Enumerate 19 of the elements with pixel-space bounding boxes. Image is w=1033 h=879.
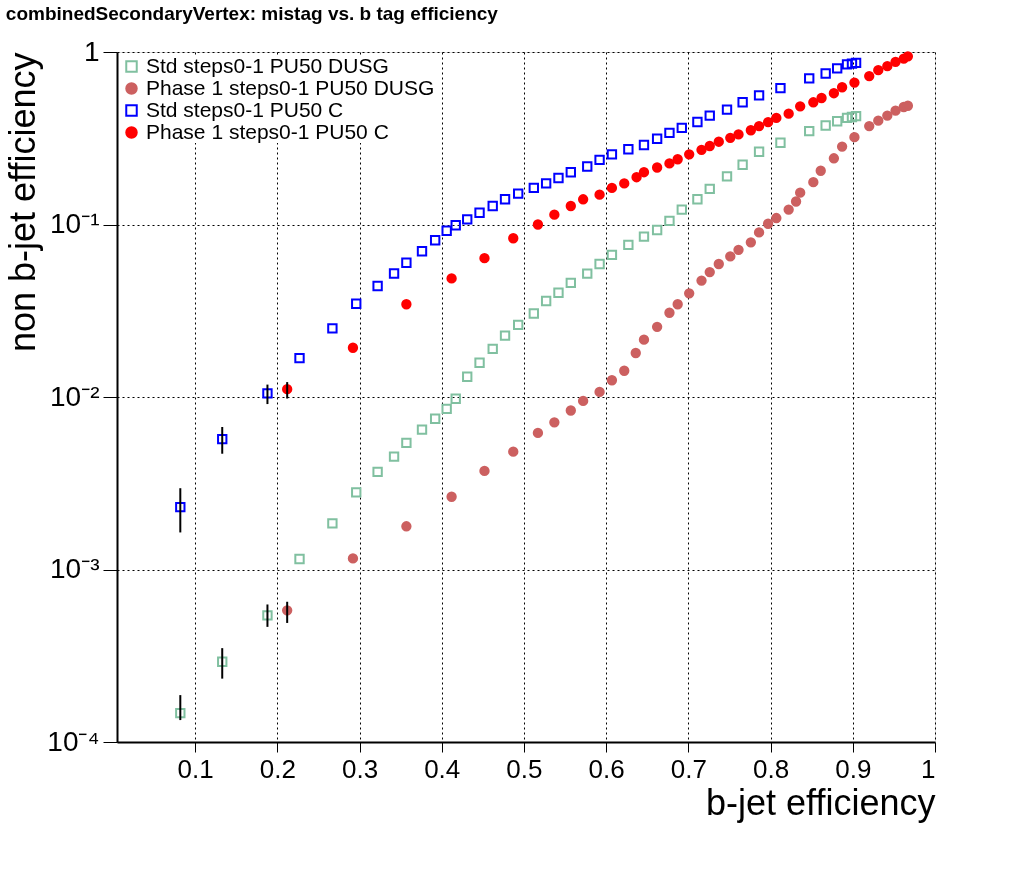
x-tick-label: 0.8 bbox=[753, 753, 790, 784]
x-tick-label: 0.1 bbox=[177, 753, 214, 784]
y-tick-label: 1 bbox=[83, 35, 100, 67]
x-tick-label: 0.5 bbox=[506, 753, 543, 784]
chart-title: combinedSecondaryVertex: mistag vs. b tag efficiency bbox=[5, 3, 499, 24]
x-tick-label: 0.6 bbox=[588, 753, 625, 784]
x-tick-label: 1 bbox=[921, 753, 936, 784]
x-tick-label: 0.9 bbox=[835, 753, 872, 784]
y-tick-label: 10⁻³ bbox=[50, 553, 100, 584]
y-tick-label: 10⁻² bbox=[50, 380, 100, 412]
y-axis-title: non b-jet efficiency bbox=[2, 52, 44, 353]
x-tick-label: 0.2 bbox=[259, 753, 296, 784]
x-axis-title: b-jet efficiency bbox=[706, 781, 936, 823]
y-tick-label: 10⁻⁴ bbox=[47, 725, 100, 757]
x-tick-label: 0.7 bbox=[670, 753, 707, 784]
x-tick-label: 0.3 bbox=[341, 753, 379, 784]
x-tick-label: 0.4 bbox=[424, 753, 461, 784]
y-tick-label: 10⁻¹ bbox=[50, 208, 100, 239]
legend-label: Std steps0-1 PU50 DUSG bbox=[146, 53, 389, 77]
